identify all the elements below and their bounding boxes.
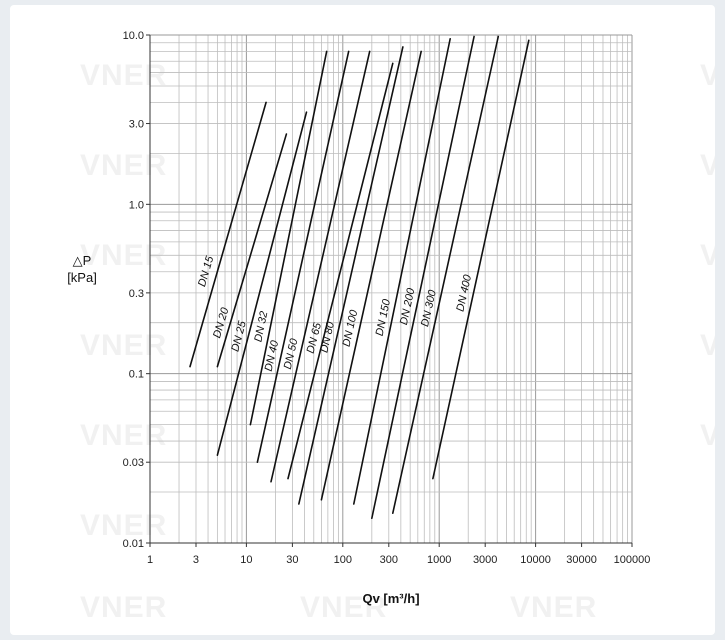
watermark-text: VNER bbox=[700, 419, 715, 452]
x-tick-label: 10 bbox=[240, 554, 252, 566]
x-tick-label: 100000 bbox=[614, 554, 651, 566]
series-line bbox=[320, 50, 422, 501]
series-line bbox=[249, 50, 328, 426]
watermark-text: VNER bbox=[300, 591, 387, 624]
y-tick-label: 10.0 bbox=[123, 30, 144, 42]
watermark-text: VNER bbox=[510, 591, 597, 624]
series-layer bbox=[189, 35, 530, 520]
watermark-text: VNER bbox=[700, 149, 715, 182]
series-line bbox=[287, 62, 394, 480]
x-tick-label: 30000 bbox=[566, 554, 597, 566]
watermark-text: VNER bbox=[700, 59, 715, 92]
y-tick-label: 0.03 bbox=[123, 457, 144, 469]
series-label: DN 300 bbox=[419, 288, 439, 328]
y-tick-label: 0.3 bbox=[129, 288, 144, 300]
x-tick-label: 10000 bbox=[520, 554, 551, 566]
series-line bbox=[216, 111, 308, 456]
watermark-text: VNER bbox=[80, 419, 167, 452]
watermark-text: VNER bbox=[80, 509, 167, 542]
x-tick-label: 100 bbox=[334, 554, 352, 566]
x-tick-label: 3000 bbox=[473, 554, 497, 566]
watermark-text: VNER bbox=[80, 149, 167, 182]
watermark-text: VNER bbox=[700, 329, 715, 362]
watermark-text: VNER bbox=[700, 239, 715, 272]
y-axis-title-line-1: △P bbox=[73, 253, 92, 268]
watermark-text: VNER bbox=[80, 59, 167, 92]
x-tick-label: 30 bbox=[286, 554, 298, 566]
x-axis-title: Qv [m³/h] bbox=[362, 591, 419, 606]
x-tick-label: 300 bbox=[380, 554, 398, 566]
chart-canvas: VNER VNER VNER VNER VNER VNER VNER VNER VNER VNER… bbox=[67, 30, 715, 624]
x-tick-label: 1 bbox=[147, 554, 153, 566]
series-line bbox=[352, 37, 451, 505]
chart-panel: VNER VNER VNER VNER VNER VNER VNER VNER VNER VNER… bbox=[10, 5, 715, 635]
axes-layer: 1 3 10 30 100 300 1000 3000 10000 30000 100000 10.0… bbox=[123, 30, 651, 566]
watermark-text: VNER bbox=[80, 591, 167, 624]
y-tick-label: 3.0 bbox=[129, 119, 144, 131]
y-axis-title-line-2: [kPa] bbox=[67, 270, 97, 285]
watermark-layer: VNER VNER VNER VNER VNER VNER VNER VNER VNER VNER… bbox=[80, 59, 715, 624]
series-line bbox=[216, 133, 288, 368]
series-line bbox=[371, 35, 475, 520]
grid-layer bbox=[149, 34, 633, 544]
x-tick-label: 3 bbox=[193, 554, 199, 566]
y-tick-label: 0.01 bbox=[123, 538, 144, 550]
series-line bbox=[432, 39, 530, 480]
series-line bbox=[298, 46, 404, 505]
series-line bbox=[391, 35, 500, 514]
watermark-text: VNER bbox=[80, 329, 167, 362]
x-tick-label: 1000 bbox=[427, 554, 451, 566]
series-label: DN 100 bbox=[341, 308, 361, 348]
series-line bbox=[270, 50, 371, 483]
series-line bbox=[189, 101, 267, 368]
series-line bbox=[256, 50, 350, 464]
y-tick-label: 1.0 bbox=[129, 199, 144, 211]
y-tick-label: 0.1 bbox=[129, 369, 144, 381]
